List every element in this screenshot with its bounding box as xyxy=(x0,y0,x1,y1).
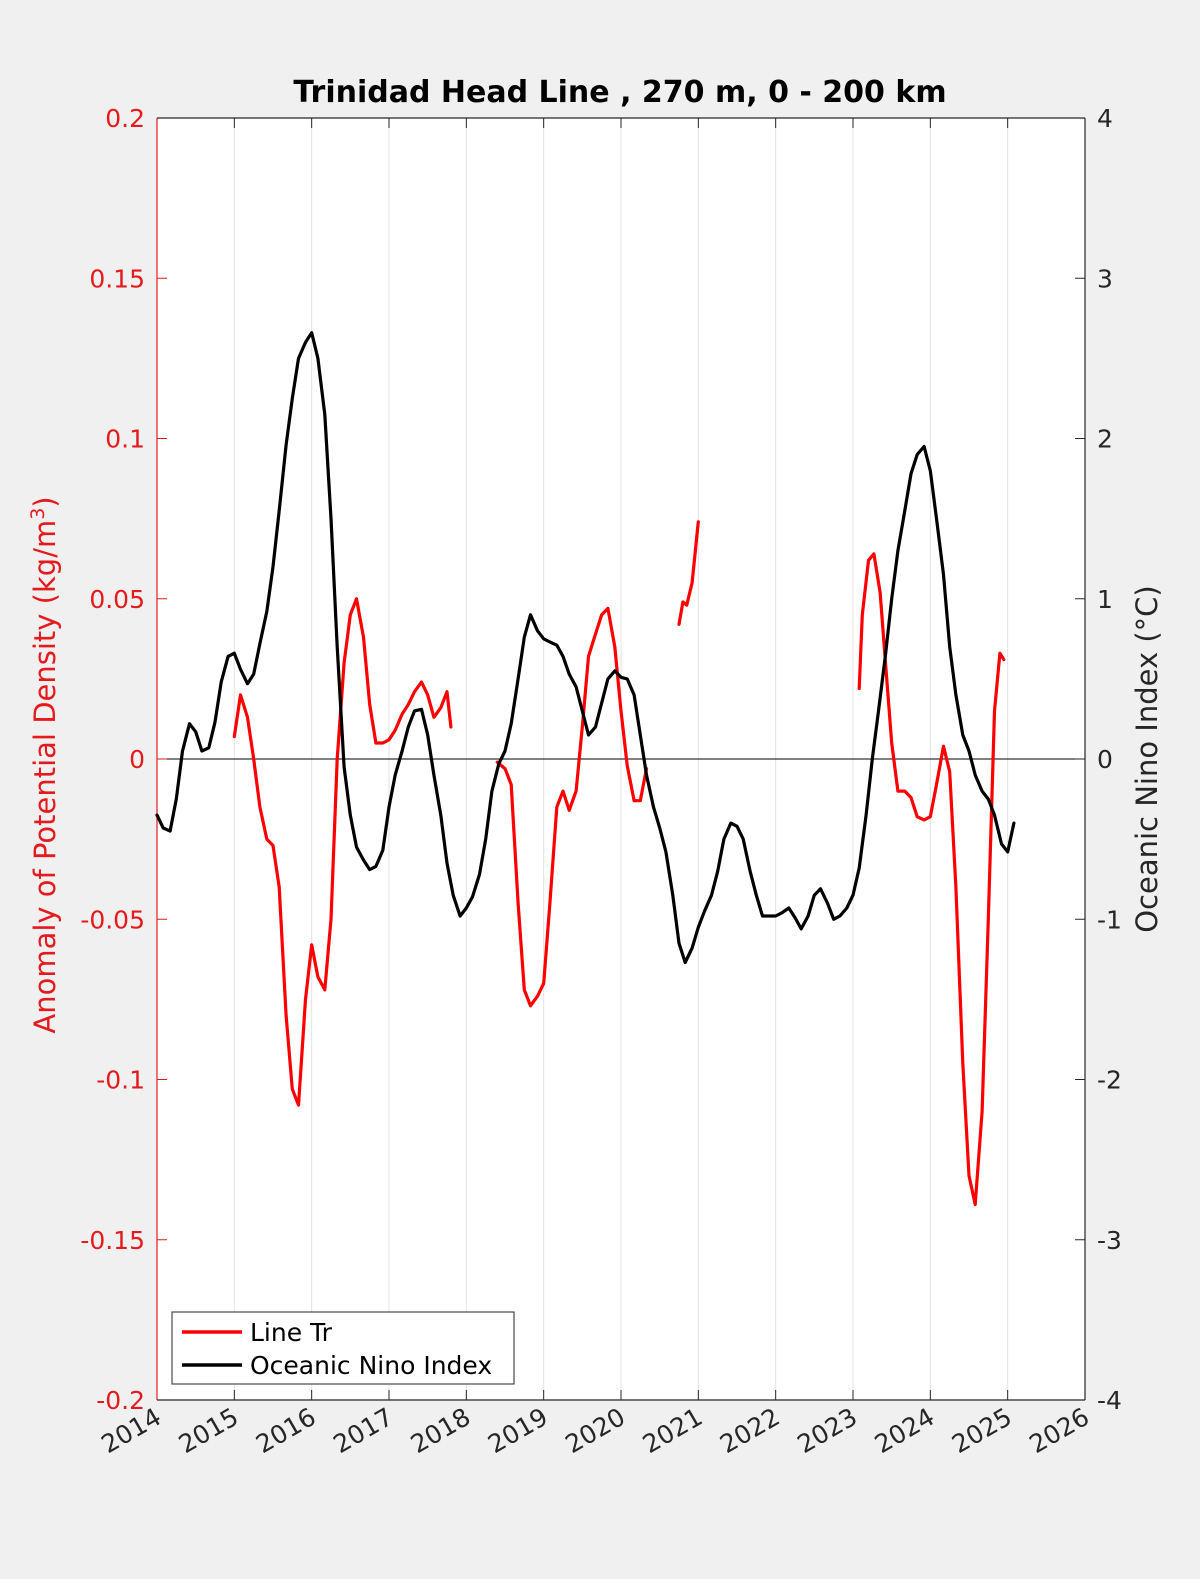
right-tick-label: -4 xyxy=(1097,1386,1122,1415)
x-tick-label: 2020 xyxy=(560,1402,630,1459)
x-tick-label: 2024 xyxy=(870,1402,940,1459)
left-tick-label: 0.15 xyxy=(89,264,145,293)
left-tick-label: 0.05 xyxy=(89,585,145,614)
x-tick-label: 2015 xyxy=(174,1402,244,1459)
right-tick-label: -3 xyxy=(1097,1226,1122,1255)
left-tick-label: -0.1 xyxy=(96,1066,145,1095)
left-axis-label-text: Anomaly of Potential Density (kg/m xyxy=(28,520,62,1034)
x-tick-label: 2017 xyxy=(328,1402,398,1459)
chart-title: Trinidad Head Line , 270 m, 0 - 200 km xyxy=(293,75,946,110)
right-tick-label: -2 xyxy=(1097,1066,1122,1095)
legend-label: Oceanic Nino Index xyxy=(250,1351,492,1380)
x-tick-label: 2025 xyxy=(947,1402,1017,1459)
x-tick-label: 2022 xyxy=(715,1402,785,1459)
series-line-line-tr-segment-2 xyxy=(495,606,649,1008)
x-tick-label: 2019 xyxy=(483,1402,553,1459)
left-tick-label: 0.2 xyxy=(105,104,145,133)
left-tick-label: 0.1 xyxy=(105,425,145,454)
legend-box xyxy=(171,1311,515,1385)
right-tick-label: 3 xyxy=(1097,264,1113,293)
series-line-line-tr-segment-4 xyxy=(857,552,1006,1207)
right-tick-label: 1 xyxy=(1097,585,1113,614)
x-tick-label: 2016 xyxy=(251,1402,321,1459)
x-tick-label: 2023 xyxy=(792,1402,862,1459)
left-axis-label-superscript: 3 xyxy=(27,508,49,520)
x-tick-label: 2026 xyxy=(1024,1402,1094,1459)
legend-label: Line Tr xyxy=(250,1318,333,1347)
right-tick-label: 2 xyxy=(1097,425,1113,454)
left-axis-label: Anomaly of Potential Density (kg/m3) xyxy=(27,496,62,1033)
left-tick-label: -0.15 xyxy=(80,1226,145,1255)
series-line-line-tr-segment-1 xyxy=(232,597,453,1107)
right-axis-label: Oceanic Nino Index (°C) xyxy=(1130,585,1164,933)
left-tick-label: 0 xyxy=(129,745,145,774)
right-tick-label: 0 xyxy=(1097,745,1113,774)
series-line-oceanic-nino-index-segment-1 xyxy=(155,331,1016,965)
left-tick-label: -0.2 xyxy=(96,1386,145,1415)
x-tick-label: 2021 xyxy=(638,1402,708,1459)
left-axis-label-suffix: ) xyxy=(28,496,62,507)
series-line-line-tr-segment-3 xyxy=(677,520,700,627)
right-tick-label: -1 xyxy=(1097,905,1122,934)
right-tick-label: 4 xyxy=(1097,104,1113,133)
left-tick-label: -0.05 xyxy=(80,905,145,934)
x-tick-label: 2018 xyxy=(406,1402,476,1459)
